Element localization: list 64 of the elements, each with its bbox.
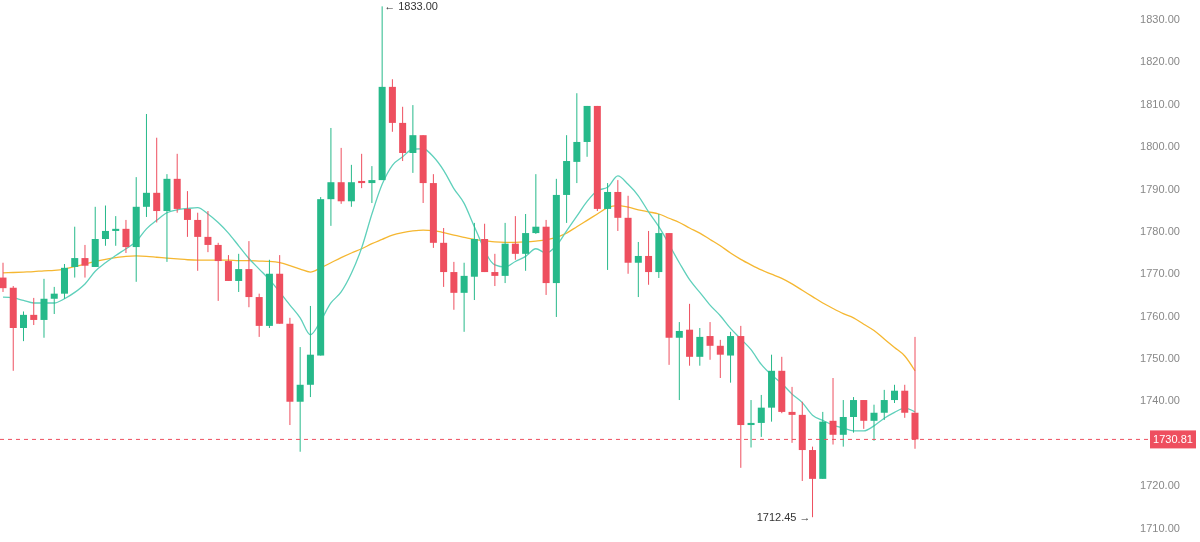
candlestick xyxy=(901,384,909,419)
candlestick xyxy=(850,396,858,434)
candlestick xyxy=(224,254,232,282)
candlestick xyxy=(153,137,161,223)
ref-line-label: 1730.81 xyxy=(1153,433,1193,446)
candlestick xyxy=(194,212,202,272)
candlestick xyxy=(71,226,79,279)
candlestick xyxy=(112,215,120,247)
y-tick-label: 1830.00 xyxy=(1140,13,1180,26)
candlestick xyxy=(604,182,612,271)
candlestick xyxy=(870,404,878,442)
y-tick-label: 1780.00 xyxy=(1140,224,1180,237)
candlestick xyxy=(327,127,335,227)
candlestick xyxy=(757,394,765,438)
candlestick xyxy=(645,230,653,286)
candlestick xyxy=(522,213,530,272)
candlestick xyxy=(573,92,581,184)
candlestick xyxy=(839,399,847,448)
candlestick xyxy=(491,253,499,287)
y-tick-label: 1820.00 xyxy=(1140,55,1180,68)
candlestick xyxy=(50,286,58,315)
candlestick xyxy=(183,190,191,238)
candlestick xyxy=(142,113,150,218)
y-tick-label: 1710.00 xyxy=(1140,521,1180,534)
candlestick xyxy=(214,242,222,302)
candlestick xyxy=(409,104,417,174)
candlestick xyxy=(860,399,868,430)
candlestick xyxy=(101,205,109,247)
candlestick xyxy=(296,346,304,453)
candlestick xyxy=(880,389,888,421)
candlestick xyxy=(727,331,735,384)
candlestick xyxy=(675,321,683,401)
candlestick xyxy=(511,215,519,261)
candlestick xyxy=(358,153,366,189)
candlestick xyxy=(696,327,704,367)
y-tick-label: 1720.00 xyxy=(1140,479,1180,492)
y-tick-label: 1740.00 xyxy=(1140,394,1180,407)
annotation: 1712.45 → xyxy=(756,511,811,524)
candlestick xyxy=(40,278,48,339)
candlestick xyxy=(450,261,458,311)
candlestick xyxy=(716,339,724,379)
y-tick-label: 1800.00 xyxy=(1140,140,1180,153)
candlestick xyxy=(634,241,642,298)
candlestick xyxy=(891,384,899,404)
candlestick xyxy=(235,253,243,293)
candlestick xyxy=(30,297,38,326)
y-tick-label: 1770.00 xyxy=(1140,267,1180,280)
candlestick xyxy=(460,262,468,333)
candlestick xyxy=(122,219,130,254)
candlestick xyxy=(368,165,376,204)
candlestick xyxy=(337,147,345,205)
candlestick xyxy=(0,262,7,293)
candlestick xyxy=(19,310,27,342)
y-tick-label: 1790.00 xyxy=(1140,182,1180,195)
candlestick xyxy=(706,321,714,361)
candlestick xyxy=(204,210,212,253)
y-tick-label: 1810.00 xyxy=(1140,97,1180,110)
candlestick xyxy=(347,164,355,208)
y-tick-label: 1750.00 xyxy=(1140,352,1180,365)
candlestick xyxy=(532,173,540,235)
candlestick xyxy=(81,244,89,279)
candlestick xyxy=(747,399,755,448)
y-tick-label: 1760.00 xyxy=(1140,309,1180,322)
annotation: ← 1833.00 xyxy=(384,0,438,13)
